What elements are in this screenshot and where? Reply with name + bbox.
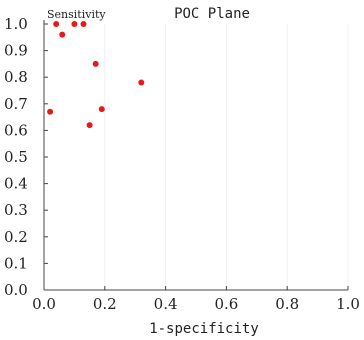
data-points bbox=[47, 21, 145, 129]
x-axis-label: 1-specificity bbox=[149, 321, 259, 337]
data-point bbox=[71, 21, 78, 27]
y-tick-label: 0.4 bbox=[4, 175, 28, 193]
x-tick-label: 1.0 bbox=[336, 295, 360, 313]
data-point bbox=[92, 60, 99, 67]
x-tick-label: 0.4 bbox=[154, 295, 178, 313]
x-tick-label: 0.2 bbox=[93, 295, 117, 313]
y-tick-label: 0.9 bbox=[4, 42, 28, 60]
x-tick-label: 0.0 bbox=[32, 295, 56, 313]
x-tick-label: 0.6 bbox=[214, 295, 238, 313]
data-point bbox=[59, 31, 66, 38]
y-tick-label: 0.8 bbox=[4, 68, 28, 86]
y-tick-label: 0.6 bbox=[4, 121, 28, 139]
chart-title: POC Plane bbox=[174, 6, 250, 22]
y-axis-label: Sensitivity bbox=[47, 8, 106, 21]
y-tick-label: 0.0 bbox=[4, 281, 28, 299]
data-point bbox=[86, 122, 93, 129]
y-tick-label: 0.1 bbox=[4, 254, 28, 272]
data-point bbox=[47, 108, 54, 115]
data-point bbox=[138, 79, 145, 86]
data-point bbox=[98, 106, 105, 113]
data-point bbox=[53, 21, 60, 27]
data-point bbox=[80, 21, 87, 27]
x-tick-labels: 0.0 0.2 0.4 0.6 0.8 1.0 bbox=[32, 286, 360, 313]
y-tick-label: 1.0 bbox=[4, 15, 28, 33]
y-tick-label: 0.5 bbox=[4, 148, 28, 166]
x-tick-label: 0.8 bbox=[275, 295, 299, 313]
y-tick-label: 0.2 bbox=[4, 228, 28, 246]
y-tick-label: 0.3 bbox=[4, 201, 28, 219]
grid bbox=[104, 24, 349, 290]
y-tick-labels: 0.0 0.1 0.2 0.3 0.4 0.5 0.6 0.7 0.8 0.9 1.0 bbox=[4, 15, 48, 299]
y-tick-label: 0.7 bbox=[4, 95, 28, 113]
